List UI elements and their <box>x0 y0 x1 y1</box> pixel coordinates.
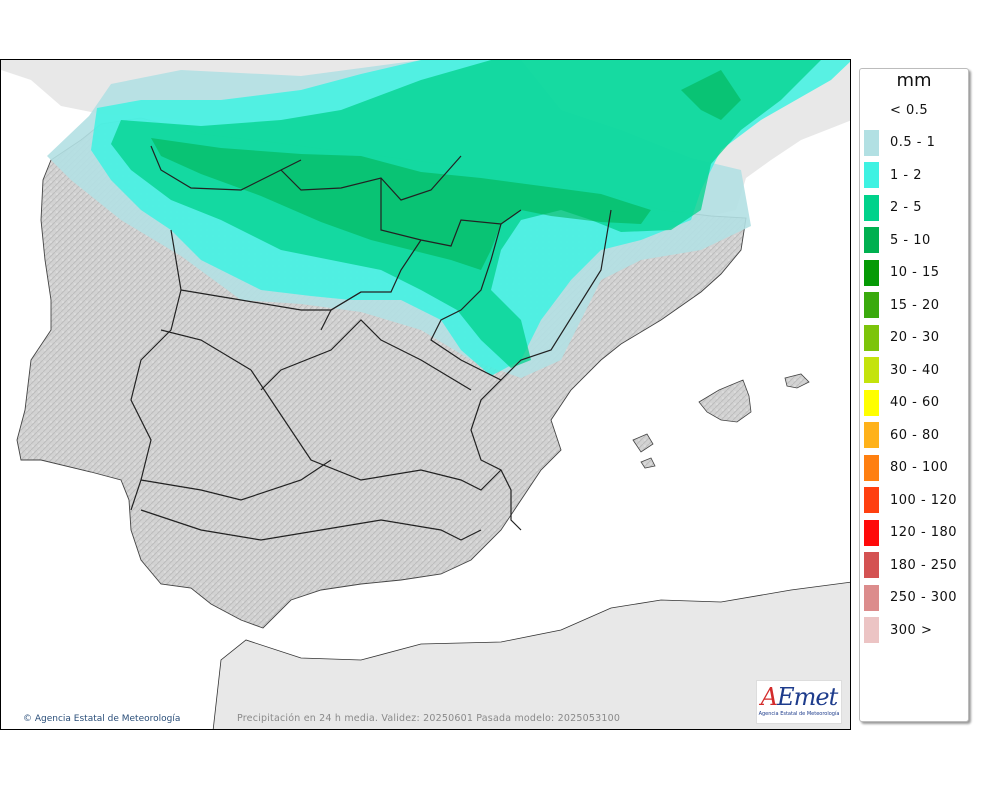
precip-area-5-10 <box>151 138 651 270</box>
aemet-logo: AEmet Agencia Estatal de Meteorología <box>756 680 842 724</box>
legend-item: 40 - 60 <box>864 389 940 416</box>
ibiza <box>632 433 654 453</box>
legend-item: 300 > <box>864 617 932 643</box>
region-borders <box>130 145 612 541</box>
legend-swatch <box>864 487 879 513</box>
legend-label: 250 - 300 <box>890 590 958 605</box>
legend-item: 30 - 40 <box>864 357 940 383</box>
legend-swatch <box>864 129 879 156</box>
legend-item: < 0.5 <box>864 97 928 123</box>
legend-label: 1 - 2 <box>890 167 922 183</box>
legend-panel: mm < 0.5 0.5 - 1 1 - 2 2 - 5 5 - 10 10 - 15 15… <box>859 68 969 722</box>
copyright-icon: © <box>23 714 32 724</box>
legend-swatch <box>864 454 879 481</box>
legend-swatch <box>864 617 879 643</box>
logo-letters: Emet <box>777 683 838 711</box>
legend-swatch <box>864 259 879 286</box>
logo-wordmark: AEmet <box>757 683 841 711</box>
logo-subtitle: Agencia Estatal de Meteorología <box>758 711 840 717</box>
legend-item: 250 - 300 <box>864 584 958 611</box>
legend-item: 180 - 250 <box>864 552 957 578</box>
legend-swatch <box>864 324 879 351</box>
legend-item: 15 - 20 <box>864 292 940 318</box>
copyright-text: © Agencia Estatal de Meteorología <box>23 714 180 724</box>
legend-label: 10 - 15 <box>890 265 940 280</box>
legend-swatch <box>864 162 879 188</box>
legend-label: 80 - 100 <box>890 460 949 475</box>
forecast-map: © Agencia Estatal de Meteorología Precip… <box>0 59 851 730</box>
africa-land <box>212 581 850 729</box>
legend-item: 100 - 120 <box>864 487 957 513</box>
legend-label: < 0.5 <box>890 102 929 118</box>
legend-swatch <box>864 357 879 383</box>
menorca <box>784 373 810 389</box>
legend-label: 100 - 120 <box>890 492 958 508</box>
legend-swatch <box>864 292 879 318</box>
legend-swatch <box>864 194 879 221</box>
legend-label: 60 - 80 <box>890 427 940 443</box>
legend-swatch <box>864 519 879 546</box>
legend-label: 0.5 - 1 <box>890 135 936 150</box>
mallorca <box>698 379 752 423</box>
legend-item: 10 - 15 <box>864 259 940 286</box>
logo-letter-a: A <box>760 683 778 711</box>
legend-item: 2 - 5 <box>864 194 922 221</box>
map-canvas <box>1 60 850 729</box>
legend-label: 2 - 5 <box>890 200 922 215</box>
legend-item: 0.5 - 1 <box>864 129 936 156</box>
legend-label: 40 - 60 <box>890 395 940 410</box>
precip-area-5-10-bay <box>681 70 741 120</box>
legend-label: 120 - 180 <box>890 525 958 540</box>
legend-swatch <box>864 584 879 611</box>
legend-item: 120 - 180 <box>864 519 958 546</box>
legend-label: 5 - 10 <box>890 232 931 248</box>
legend-swatch <box>864 389 879 416</box>
legend-item: 20 - 30 <box>864 324 940 351</box>
legend-swatch <box>864 422 879 448</box>
legend-label: 20 - 30 <box>890 330 940 345</box>
copyright-label: Agencia Estatal de Meteorología <box>34 714 181 724</box>
legend-unit: mm <box>896 70 932 91</box>
legend-swatch <box>864 227 879 253</box>
legend-label: 180 - 250 <box>890 557 958 573</box>
legend-item: 5 - 10 <box>864 227 931 253</box>
legend-swatch <box>864 552 879 578</box>
legend-swatch <box>864 97 879 123</box>
legend-item: 1 - 2 <box>864 162 922 188</box>
map-caption: Precipitación en 24 h media. Validez: 20… <box>237 713 621 724</box>
legend-label: 30 - 40 <box>890 362 940 378</box>
legend-label: 300 > <box>890 622 933 638</box>
legend-label: 15 - 20 <box>890 297 940 313</box>
legend-item: 60 - 80 <box>864 422 940 448</box>
legend-item: 80 - 100 <box>864 454 949 481</box>
formentera <box>640 457 656 469</box>
